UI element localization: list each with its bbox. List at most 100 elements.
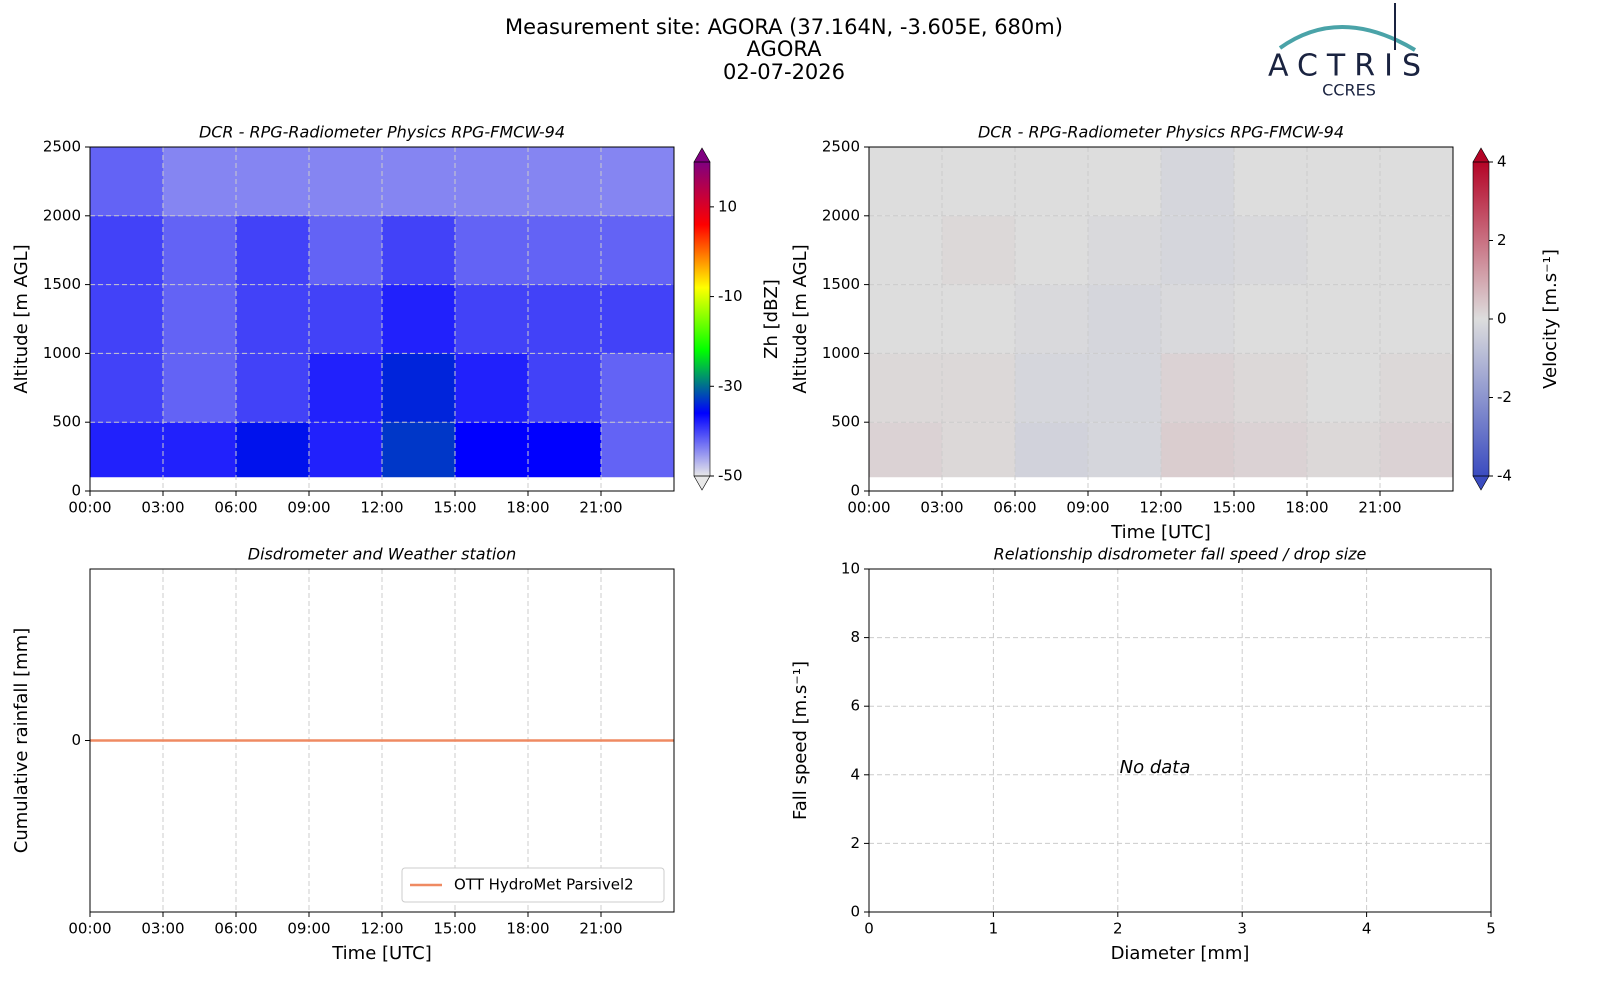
heatmap-cell [309, 147, 382, 216]
heatmap-cell [1088, 284, 1161, 354]
heatmap-cell [1307, 422, 1380, 478]
y-tick-label: 0 [850, 903, 860, 921]
heatmap-cell [90, 215, 163, 285]
y-tick-label: 2500 [822, 138, 860, 156]
heatmap-cell [236, 215, 309, 285]
heatmap-cell [382, 353, 455, 423]
y-tick-label: 0 [71, 482, 81, 500]
heatmap-cell [1307, 147, 1380, 216]
heatmap-cell [163, 353, 236, 423]
heatmap-cell [1088, 147, 1161, 216]
colorbar-tick-label: -30 [718, 377, 743, 395]
x-tick-label: 18:00 [506, 499, 549, 517]
x-axis-label: Time [UTC] [1110, 522, 1211, 543]
x-tick-label: 03:00 [920, 499, 963, 517]
heatmap-cell [382, 147, 455, 216]
heatmap-cell [601, 147, 674, 216]
plot-frame [89, 146, 675, 492]
x-tick-label: 21:00 [1358, 499, 1401, 517]
heatmap-cell [382, 215, 455, 285]
heatmap-cell [1015, 422, 1088, 478]
heatmap-cell [1380, 284, 1453, 354]
heatmap-cell [309, 422, 382, 478]
heatmap-cell [90, 147, 163, 216]
x-tick-label: 2 [1113, 920, 1123, 938]
heatmap-cell [382, 422, 455, 478]
heatmap-cell [309, 215, 382, 285]
heatmap-cell [1234, 215, 1307, 285]
heatmap-cell [869, 215, 942, 285]
heatmap-cell [942, 215, 1015, 285]
y-tick-label: 500 [52, 413, 81, 431]
y-tick-label: 2500 [43, 138, 81, 156]
heatmap-cell [942, 422, 1015, 478]
x-tick-label: 06:00 [993, 499, 1036, 517]
heatmap-cell [1015, 215, 1088, 285]
legend-label: OTT HydroMet Parsivel2 [454, 876, 634, 894]
heatmap-cell [1161, 284, 1234, 354]
heatmap-cell [163, 284, 236, 354]
x-tick-label: 12:00 [360, 920, 403, 938]
y-tick-label: 2000 [43, 206, 81, 224]
x-tick-label: 18:00 [506, 920, 549, 938]
annotation: No data [1120, 757, 1191, 778]
heatmap-cell [528, 147, 601, 216]
heatmap-cell [601, 353, 674, 423]
heatmap-cell [1234, 284, 1307, 354]
colorbar-tick-label: 2 [1497, 231, 1507, 249]
heatmap-cell [1088, 353, 1161, 423]
colorbar-extend-top [693, 147, 711, 163]
y-tick-label: 0 [850, 482, 860, 500]
heatmap-cell [455, 284, 528, 354]
colorbar-tick-label: -2 [1497, 388, 1512, 406]
x-tick-label: 09:00 [287, 499, 330, 517]
colorbar-tick-label: 4 [1497, 153, 1507, 171]
heatmap-cell [869, 147, 942, 216]
heatmap-cell [1380, 147, 1453, 216]
heatmap-cell [1380, 353, 1453, 423]
heatmap-cell [163, 422, 236, 478]
logo-arc [1278, 25, 1417, 52]
chart-title: Disdrometer and Weather station [248, 545, 516, 564]
heatmap-cell [163, 215, 236, 285]
colorbar-frame [693, 161, 711, 477]
heatmap-cell [942, 147, 1015, 216]
heatmap-cell [163, 147, 236, 216]
header-title: Measurement site: AGORA (37.164N, -3.605… [505, 15, 1063, 39]
heatmap-cell [528, 422, 601, 478]
heatmap-cell [601, 215, 674, 285]
heatmap-cell [528, 284, 601, 354]
y-tick-label: 500 [831, 413, 860, 431]
x-tick-label: 06:00 [214, 920, 257, 938]
logo-text: ACTRIS [1268, 49, 1430, 84]
x-tick-label: 06:00 [214, 499, 257, 517]
x-tick-label: 0 [864, 920, 874, 938]
heatmap-cell [1234, 422, 1307, 478]
heatmap-cell [1380, 422, 1453, 478]
y-axis-label: Cumulative rainfall [mm] [11, 628, 32, 854]
heatmap-cell [1088, 215, 1161, 285]
y-tick-label: 1500 [822, 275, 860, 293]
y-axis-label: Altitude [m AGL] [790, 244, 811, 393]
heatmap-cell [90, 284, 163, 354]
heatmap-cell [1015, 284, 1088, 354]
heatmap-cell [869, 284, 942, 354]
heatmap-cell [455, 215, 528, 285]
x-tick-label: 1 [989, 920, 999, 938]
heatmap-cell [942, 353, 1015, 423]
header-date: 02-07-2026 [723, 60, 845, 84]
y-tick-label: 1000 [43, 344, 81, 362]
colorbar-extend-top [1472, 147, 1490, 163]
heatmap-cell [528, 215, 601, 285]
x-axis-label: Time [UTC] [331, 943, 432, 964]
colorbar [694, 162, 710, 476]
colorbar-label: Velocity [m.s⁻¹] [1540, 249, 1561, 389]
heatmap-cell [1234, 353, 1307, 423]
x-axis-label: Diameter [mm] [1111, 943, 1250, 964]
y-axis-label: Fall speed [m.s⁻¹] [790, 661, 811, 820]
colorbar-tick-label: -50 [718, 467, 743, 485]
plot-frame [868, 146, 1454, 492]
heatmap-cell [382, 284, 455, 354]
heatmap-cell [869, 422, 942, 478]
